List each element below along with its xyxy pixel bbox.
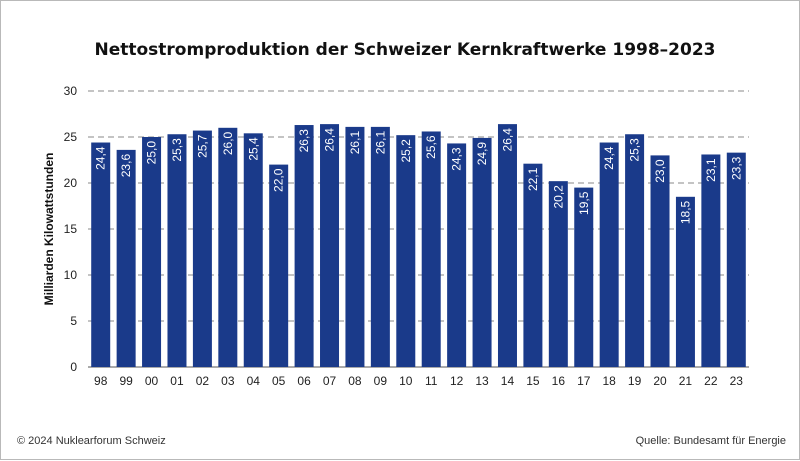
x-tick-label: 09 xyxy=(374,374,388,388)
bar-08 xyxy=(345,126,365,367)
bar-value-label: 20,2 xyxy=(551,185,565,209)
bar-value-label: 25,4 xyxy=(246,137,260,161)
x-tick-label: 18 xyxy=(602,374,616,388)
x-tick-label: 12 xyxy=(450,374,464,388)
bar-02 xyxy=(192,130,212,367)
bar-18 xyxy=(599,142,619,367)
x-tick-label: 17 xyxy=(577,374,591,388)
x-tick-label: 98 xyxy=(94,374,108,388)
y-tick-label: 30 xyxy=(64,84,78,98)
bar-value-label: 24,4 xyxy=(94,146,108,170)
x-tick-label: 22 xyxy=(704,374,718,388)
bar-value-label: 19,5 xyxy=(577,191,591,215)
copyright-note: © 2024 Nuklearforum Schweiz xyxy=(17,435,166,447)
bar-value-label: 23,1 xyxy=(704,158,718,182)
bar-value-label: 26,1 xyxy=(373,131,387,155)
bar-12 xyxy=(447,143,467,367)
x-tick-label: 00 xyxy=(145,374,159,388)
bar-99 xyxy=(116,149,136,367)
bar-value-label: 25,6 xyxy=(424,135,438,159)
bar-21 xyxy=(675,196,695,367)
bar-value-label: 24,4 xyxy=(602,146,616,170)
x-tick-label: 19 xyxy=(628,374,642,388)
bar-value-label: 25,2 xyxy=(399,139,413,163)
x-tick-label: 08 xyxy=(348,374,362,388)
x-tick-label: 10 xyxy=(399,374,413,388)
bar-value-label: 26,4 xyxy=(323,128,337,152)
x-tick-label: 04 xyxy=(247,374,261,388)
bar-07 xyxy=(320,124,340,368)
bar-15 xyxy=(523,163,543,367)
x-tick-label: 23 xyxy=(730,374,744,388)
x-tick-label: 99 xyxy=(119,374,133,388)
bar-19 xyxy=(625,134,645,367)
bar-23 xyxy=(726,152,746,367)
bar-04 xyxy=(243,133,263,367)
x-tick-label: 07 xyxy=(323,374,337,388)
y-tick-label: 25 xyxy=(64,130,78,144)
bar-value-label: 23,3 xyxy=(729,156,743,180)
bar-06 xyxy=(294,125,314,367)
bar-98 xyxy=(91,142,111,367)
bar-value-label: 26,4 xyxy=(500,128,514,152)
y-tick-label: 5 xyxy=(70,314,77,328)
x-tick-label: 15 xyxy=(526,374,540,388)
bar-16 xyxy=(548,181,568,367)
bar-value-label: 23,0 xyxy=(653,159,667,183)
bar-value-label: 25,7 xyxy=(195,134,209,158)
x-tick-label: 05 xyxy=(272,374,286,388)
bar-value-label: 18,5 xyxy=(678,200,692,224)
bar-20 xyxy=(650,155,670,367)
y-tick-label: 15 xyxy=(64,222,78,236)
bar-03 xyxy=(218,127,238,367)
bar-00 xyxy=(142,137,162,367)
x-tick-label: 01 xyxy=(170,374,184,388)
bar-05 xyxy=(269,164,289,367)
bar-value-label: 26,0 xyxy=(221,131,235,155)
bar-value-label: 24,3 xyxy=(450,147,464,171)
bar-10 xyxy=(396,135,416,367)
bar-14 xyxy=(497,124,517,368)
bar-value-label: 23,6 xyxy=(119,154,133,178)
bar-value-label: 25,0 xyxy=(145,141,159,165)
bar-13 xyxy=(472,137,492,367)
bar-value-label: 25,3 xyxy=(170,138,184,162)
bar-value-label: 26,1 xyxy=(348,131,362,155)
bar-value-label: 22,0 xyxy=(272,168,286,192)
x-tick-label: 21 xyxy=(679,374,693,388)
x-tick-label: 13 xyxy=(475,374,489,388)
x-tick-label: 16 xyxy=(552,374,566,388)
x-tick-label: 14 xyxy=(501,374,515,388)
x-tick-label: 20 xyxy=(653,374,667,388)
chart-title: Nettostromproduktion der Schweizer Kernk… xyxy=(94,40,715,60)
bars: 24,4 23,6 25,0 25,3 25,7 26,0 25,4 22,0 26,3 26,4… xyxy=(91,124,746,368)
x-tick-label: 06 xyxy=(297,374,311,388)
bar-22 xyxy=(701,154,721,367)
bar-01 xyxy=(167,134,187,367)
x-tick-labels: 98 99 00 01 02 03 04 05 06 07 08 09 10 11 12 13 14 15 16 17… xyxy=(94,374,743,388)
bar-11 xyxy=(421,131,441,367)
bar-09 xyxy=(370,126,390,367)
bar-value-label: 22,1 xyxy=(526,167,540,191)
bar-value-label: 26,3 xyxy=(297,129,311,153)
gridlines xyxy=(88,90,749,368)
bar-value-label: 25,3 xyxy=(628,138,642,162)
x-tick-label: 02 xyxy=(196,374,210,388)
bar-value-label: 24,9 xyxy=(475,142,489,166)
y-tick-label: 10 xyxy=(64,268,78,282)
y-tick-labels: 0 5 10 15 20 25 30 xyxy=(64,84,78,374)
y-axis-label: Milliarden Kilowattstunden xyxy=(42,153,56,306)
y-tick-label: 20 xyxy=(64,176,78,190)
source-note: Quelle: Bundesamt für Energie xyxy=(635,435,786,447)
y-tick-label: 0 xyxy=(70,360,77,374)
x-tick-label: 11 xyxy=(425,374,438,388)
x-tick-label: 03 xyxy=(221,374,235,388)
bar-17 xyxy=(574,187,594,367)
